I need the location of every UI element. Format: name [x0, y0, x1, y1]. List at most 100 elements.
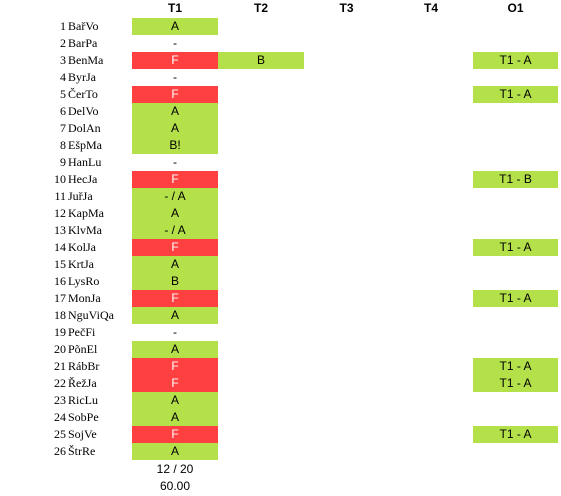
grade-cell-t1[interactable]: A	[132, 443, 218, 460]
grade-cell-t1[interactable]: F	[132, 358, 218, 375]
table-row: 17 MonJa F T1 - A	[0, 290, 561, 307]
column-header-t4[interactable]: T4	[423, 1, 438, 15]
student-name: DolAn	[68, 121, 101, 135]
grade-cell-t1[interactable]: -	[173, 70, 177, 84]
grade-cell-o1[interactable]: T1 - A	[473, 375, 558, 392]
table-row: 15 KrtJa A	[0, 256, 561, 273]
grade-cell-t1[interactable]: A	[132, 103, 218, 120]
table-row: 1 BařVo A	[0, 18, 561, 35]
grade-cell-t1[interactable]: B	[132, 273, 218, 290]
student-name: SobPe	[68, 410, 99, 424]
table-row: 16 LysRo B	[0, 273, 561, 290]
row-number: 21	[54, 359, 66, 373]
student-name: ČerTo	[68, 87, 98, 101]
row-number: 7	[60, 121, 66, 135]
table-row: 13 KlvMa - / A	[0, 222, 561, 239]
grade-cell-o1[interactable]: T1 - A	[473, 52, 558, 69]
row-number: 13	[54, 223, 66, 237]
row-number: 9	[60, 155, 66, 169]
row-number: 17	[54, 291, 66, 305]
row-number: 1	[60, 19, 66, 33]
student-name: PõnEl	[68, 342, 98, 356]
grade-cell-t1[interactable]: F	[132, 426, 218, 443]
grade-cell-t1[interactable]: - / A	[132, 188, 218, 205]
row-number: 20	[54, 342, 66, 356]
student-name: JuřJa	[68, 189, 93, 203]
table-row: 4 ByrJa -	[0, 69, 561, 86]
column-header-o1[interactable]: O1	[507, 1, 524, 15]
row-number: 19	[54, 325, 66, 339]
grade-cell-t1[interactable]: F	[132, 171, 218, 188]
grade-cell-t2[interactable]: B	[218, 52, 304, 69]
table-row: 7 DolAn A	[0, 120, 561, 137]
student-name: ŘežJa	[68, 376, 97, 390]
grade-cell-t1[interactable]: A	[132, 341, 218, 358]
row-number: 6	[60, 104, 66, 118]
table-row: 20 PõnEl A	[0, 341, 561, 358]
column-header-t1[interactable]: T1	[167, 1, 182, 15]
grade-cell-t1[interactable]: -	[173, 325, 177, 339]
student-name: KolJa	[68, 240, 96, 254]
grade-cell-t1[interactable]: F	[132, 290, 218, 307]
row-number: 26	[54, 444, 66, 458]
student-name: BařVo	[68, 19, 99, 33]
score-total: 60.00	[159, 479, 191, 493]
table-row: 14 KolJa F T1 - A	[0, 239, 561, 256]
table-row: 18 NguViQa A	[0, 307, 561, 324]
row-number: 4	[60, 70, 66, 84]
row-number: 18	[54, 308, 66, 322]
table-row: 3 BenMa F B T1 - A	[0, 52, 561, 69]
row-number: 25	[54, 427, 66, 441]
row-number: 8	[60, 138, 66, 152]
grade-cell-o1[interactable]: T1 - A	[473, 358, 558, 375]
student-name: KrtJa	[68, 257, 94, 271]
grade-cell-o1[interactable]: T1 - A	[473, 290, 558, 307]
table-row: 8 EšpMa B!	[0, 137, 561, 154]
grade-cell-o1[interactable]: T1 - A	[473, 426, 558, 443]
grade-cell-t1[interactable]: F	[132, 239, 218, 256]
column-header-t3[interactable]: T3	[339, 1, 354, 15]
student-name: KapMa	[68, 206, 104, 220]
grade-cell-t1[interactable]: F	[132, 52, 218, 69]
grade-cell-t1[interactable]: A	[132, 120, 218, 137]
student-name: HecJa	[68, 172, 98, 186]
grade-cell-t1[interactable]: A	[132, 18, 218, 35]
grade-cell-t1[interactable]: -	[173, 36, 177, 50]
grade-cell-t1[interactable]: A	[132, 256, 218, 273]
table-row: 22 ŘežJa F T1 - A	[0, 375, 561, 392]
pass-count: 12 / 20	[156, 462, 194, 476]
grade-cell-t1[interactable]: A	[132, 205, 218, 222]
student-name: SojVe	[68, 427, 97, 441]
student-name: BenMa	[68, 53, 104, 67]
table-row: 19 PečFi -	[0, 324, 561, 341]
grade-cell-o1[interactable]: T1 - A	[473, 239, 558, 256]
table-row: 6 DelVo A	[0, 103, 561, 120]
table-row: 12 KapMa A	[0, 205, 561, 222]
table-row: 21 RábBr F T1 - A	[0, 358, 561, 375]
grade-cell-t1[interactable]: A	[132, 307, 218, 324]
grade-cell-t1[interactable]: F	[132, 375, 218, 392]
grade-cell-o1[interactable]: T1 - B	[473, 171, 558, 188]
table-row: 25 SojVe F T1 - A	[0, 426, 561, 443]
grade-cell-o1[interactable]: T1 - A	[473, 86, 558, 103]
row-number: 2	[60, 36, 66, 50]
grade-cell-t1[interactable]: - / A	[132, 222, 218, 239]
student-name: RicLu	[68, 393, 98, 407]
row-number: 14	[54, 240, 66, 254]
grade-cell-t1[interactable]: B!	[132, 137, 218, 154]
student-name: HanLu	[68, 155, 102, 169]
grade-cell-t1[interactable]: -	[173, 155, 177, 169]
table-row: 23 RicLu A	[0, 392, 561, 409]
grade-cell-t1[interactable]: A	[132, 409, 218, 426]
row-number: 23	[54, 393, 66, 407]
row-number: 11	[54, 189, 66, 203]
row-number: 15	[54, 257, 66, 271]
table-row: 9 HanLu -	[0, 154, 561, 171]
student-name: NguViQa	[68, 308, 114, 322]
grade-cell-t1[interactable]: A	[132, 392, 218, 409]
grade-cell-t1[interactable]: F	[132, 86, 218, 103]
row-number: 12	[54, 206, 66, 220]
student-name: KlvMa	[68, 223, 102, 237]
column-header-t2[interactable]: T2	[253, 1, 268, 15]
